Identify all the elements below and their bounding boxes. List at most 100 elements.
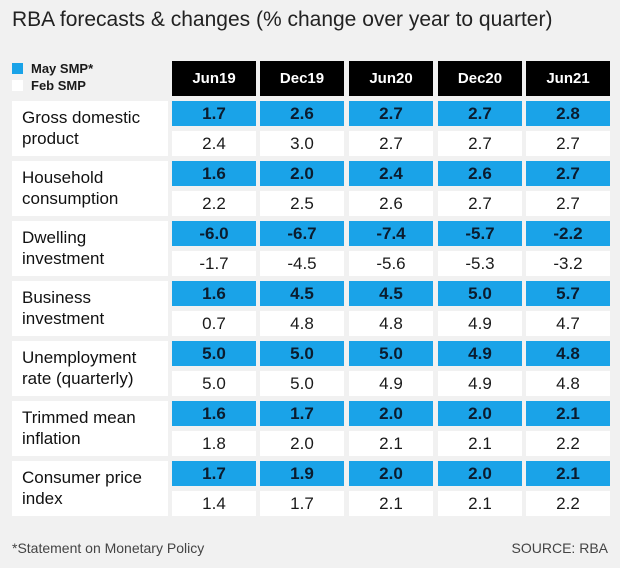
cell-feb-smp: 4.8 xyxy=(260,311,344,336)
cell-may-smp: -6.0 xyxy=(172,221,256,246)
row-label-line: inflation xyxy=(22,429,81,448)
legend-swatch-may xyxy=(12,63,23,74)
row-label-line: investment xyxy=(22,249,105,268)
cell-feb-smp: 2.7 xyxy=(438,131,522,156)
cell-feb-smp: 2.4 xyxy=(172,131,256,156)
cell-may-smp: 5.0 xyxy=(260,341,344,366)
cell-may-smp: 2.0 xyxy=(349,401,433,426)
cell-feb-smp: -1.7 xyxy=(172,251,256,276)
legend-label-feb: Feb SMP xyxy=(31,78,86,93)
cell-feb-smp: -3.2 xyxy=(526,251,610,276)
row-label: Consumer price index xyxy=(12,461,168,516)
column-header-jun20: Jun20 xyxy=(349,61,433,96)
cell-feb-smp: 2.0 xyxy=(260,431,344,456)
cell-feb-smp: 2.5 xyxy=(260,191,344,216)
cell-may-smp: 4.5 xyxy=(349,281,433,306)
cell-feb-smp: 2.2 xyxy=(526,491,610,516)
cell-may-smp: 2.7 xyxy=(438,101,522,126)
cell-feb-smp: 4.8 xyxy=(526,371,610,396)
cell-may-smp: 1.6 xyxy=(172,161,256,186)
cell-may-smp: 2.4 xyxy=(349,161,433,186)
legend: May SMP* Feb SMP xyxy=(12,60,93,94)
row-label-line: rate (quarterly) xyxy=(22,369,134,388)
row-label: Dwelling investment xyxy=(12,221,168,276)
column-header-jun19: Jun19 xyxy=(172,61,256,96)
cell-may-smp: 2.7 xyxy=(349,101,433,126)
cell-may-smp: 2.0 xyxy=(438,461,522,486)
cell-feb-smp: 1.4 xyxy=(172,491,256,516)
chart-title: RBA forecasts & changes (% change over y… xyxy=(12,8,553,31)
cell-feb-smp: 2.1 xyxy=(438,491,522,516)
cell-may-smp: -5.7 xyxy=(438,221,522,246)
row-label-line: Dwelling xyxy=(22,228,87,247)
cell-may-smp: 5.0 xyxy=(349,341,433,366)
cell-may-smp: 1.6 xyxy=(172,401,256,426)
cell-feb-smp: -4.5 xyxy=(260,251,344,276)
cell-may-smp: 1.6 xyxy=(172,281,256,306)
cell-may-smp: 5.0 xyxy=(438,281,522,306)
row-label: Gross domestic product xyxy=(12,101,168,156)
cell-feb-smp: 4.8 xyxy=(349,311,433,336)
cell-feb-smp: 3.0 xyxy=(260,131,344,156)
cell-may-smp: 1.9 xyxy=(260,461,344,486)
cell-feb-smp: -5.6 xyxy=(349,251,433,276)
cell-may-smp: 4.9 xyxy=(438,341,522,366)
cell-may-smp: 4.8 xyxy=(526,341,610,366)
cell-may-smp: 2.6 xyxy=(260,101,344,126)
cell-feb-smp: 5.0 xyxy=(172,371,256,396)
cell-may-smp: 4.5 xyxy=(260,281,344,306)
cell-feb-smp: 1.8 xyxy=(172,431,256,456)
cell-may-smp: 1.7 xyxy=(172,101,256,126)
source-credit: SOURCE: RBA xyxy=(511,540,608,556)
cell-feb-smp: 2.1 xyxy=(349,491,433,516)
cell-feb-smp: 2.1 xyxy=(349,431,433,456)
cell-feb-smp: 1.7 xyxy=(260,491,344,516)
column-header-jun21: Jun21 xyxy=(526,61,610,96)
row-label: Trimmed mean inflation xyxy=(12,401,168,456)
row-label-line: Business xyxy=(22,288,91,307)
column-header-dec19: Dec19 xyxy=(260,61,344,96)
cell-may-smp: -2.2 xyxy=(526,221,610,246)
cell-may-smp: 2.6 xyxy=(438,161,522,186)
footnote: *Statement on Monetary Policy xyxy=(12,540,205,556)
row-label-line: Gross domestic xyxy=(22,108,141,127)
cell-feb-smp: 0.7 xyxy=(172,311,256,336)
row-label-line: index xyxy=(22,489,63,508)
row-label-line: Unemployment xyxy=(22,348,137,367)
cell-may-smp: 2.8 xyxy=(526,101,610,126)
cell-feb-smp: 2.7 xyxy=(349,131,433,156)
legend-swatch-feb xyxy=(12,80,23,91)
cell-feb-smp: 2.6 xyxy=(349,191,433,216)
row-label: Household consumption xyxy=(12,161,168,216)
cell-may-smp: 2.1 xyxy=(526,461,610,486)
cell-may-smp: 5.7 xyxy=(526,281,610,306)
legend-item-may: May SMP* xyxy=(12,60,93,77)
row-label-line: consumption xyxy=(22,189,119,208)
row-label: Unemployment rate (quarterly) xyxy=(12,341,168,396)
cell-may-smp: 1.7 xyxy=(172,461,256,486)
cell-may-smp: 2.0 xyxy=(260,161,344,186)
cell-may-smp: 2.0 xyxy=(438,401,522,426)
cell-feb-smp: 5.0 xyxy=(260,371,344,396)
row-label-line: Trimmed mean xyxy=(22,408,136,427)
cell-feb-smp: 4.7 xyxy=(526,311,610,336)
cell-feb-smp: 2.1 xyxy=(438,431,522,456)
cell-may-smp: -6.7 xyxy=(260,221,344,246)
row-label-line: investment xyxy=(22,309,105,328)
cell-feb-smp: 4.9 xyxy=(438,311,522,336)
legend-label-may: May SMP* xyxy=(31,61,94,76)
column-header-dec20: Dec20 xyxy=(438,61,522,96)
row-label: Business investment xyxy=(12,281,168,336)
cell-feb-smp: 4.9 xyxy=(349,371,433,396)
row-label-line: product xyxy=(22,129,79,148)
cell-may-smp: 2.1 xyxy=(526,401,610,426)
cell-may-smp: 1.7 xyxy=(260,401,344,426)
row-label-line: Household xyxy=(22,168,104,187)
row-label-line: Consumer price xyxy=(22,468,142,487)
cell-feb-smp: 4.9 xyxy=(438,371,522,396)
cell-may-smp: -7.4 xyxy=(349,221,433,246)
cell-may-smp: 2.7 xyxy=(526,161,610,186)
cell-feb-smp: 2.2 xyxy=(172,191,256,216)
cell-feb-smp: -5.3 xyxy=(438,251,522,276)
cell-feb-smp: 2.7 xyxy=(438,191,522,216)
